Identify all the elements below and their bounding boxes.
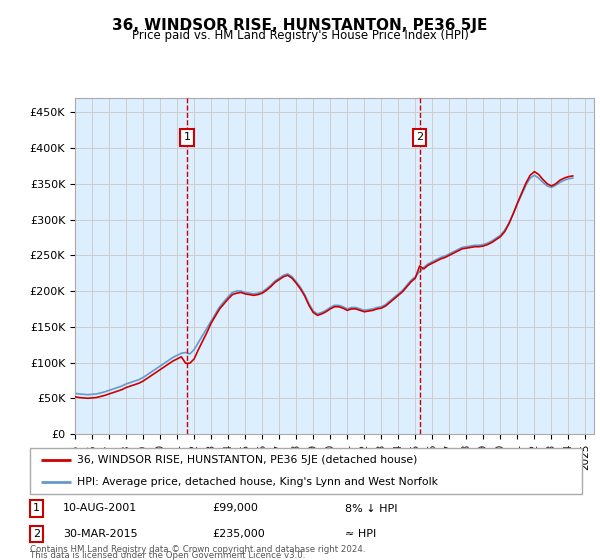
Text: £99,000: £99,000 <box>212 503 258 514</box>
Text: 2: 2 <box>33 529 40 539</box>
Text: 1: 1 <box>33 503 40 514</box>
Text: 36, WINDSOR RISE, HUNSTANTON, PE36 5JE: 36, WINDSOR RISE, HUNSTANTON, PE36 5JE <box>112 18 488 33</box>
Text: 8% ↓ HPI: 8% ↓ HPI <box>344 503 397 514</box>
Text: ≈ HPI: ≈ HPI <box>344 529 376 539</box>
Text: Contains HM Land Registry data © Crown copyright and database right 2024.: Contains HM Land Registry data © Crown c… <box>30 545 365 554</box>
Text: 2: 2 <box>416 132 423 142</box>
Text: Price paid vs. HM Land Registry's House Price Index (HPI): Price paid vs. HM Land Registry's House … <box>131 29 469 42</box>
Text: This data is licensed under the Open Government Licence v3.0.: This data is licensed under the Open Gov… <box>30 551 305 560</box>
Text: HPI: Average price, detached house, King's Lynn and West Norfolk: HPI: Average price, detached house, King… <box>77 477 438 487</box>
Text: 1: 1 <box>184 132 191 142</box>
Text: 36, WINDSOR RISE, HUNSTANTON, PE36 5JE (detached house): 36, WINDSOR RISE, HUNSTANTON, PE36 5JE (… <box>77 455 417 465</box>
FancyBboxPatch shape <box>30 448 582 494</box>
Text: 10-AUG-2001: 10-AUG-2001 <box>63 503 137 514</box>
Text: 30-MAR-2015: 30-MAR-2015 <box>63 529 138 539</box>
Text: £235,000: £235,000 <box>212 529 265 539</box>
